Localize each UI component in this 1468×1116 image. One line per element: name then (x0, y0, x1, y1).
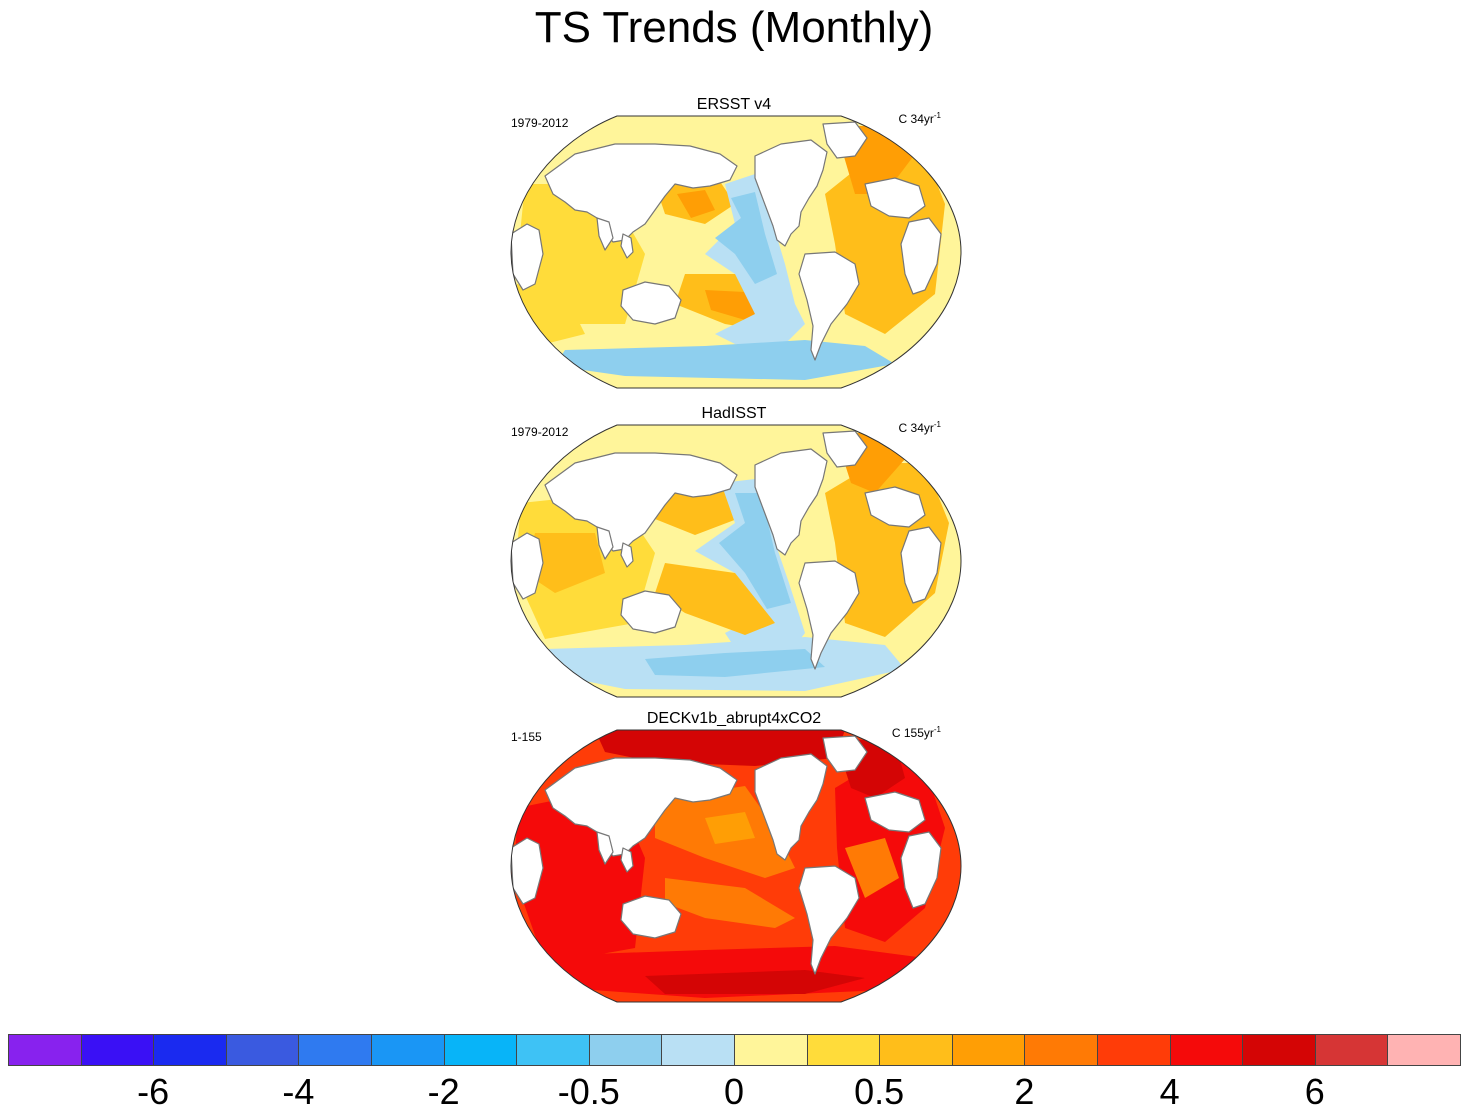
land-mass (754, 448, 828, 556)
hadisst-trend-map (510, 424, 962, 698)
colorbar-swatch (806, 1034, 881, 1066)
panel-title: ERSST v4 (696, 96, 772, 113)
map-panel-hadisst: HadISST 1979-2012 C 34yr-1 (505, 405, 963, 701)
land-mass (620, 281, 682, 325)
panel-units: C 34yr-1 (898, 111, 941, 127)
trend-contour (645, 649, 825, 677)
colorbar-swatch (734, 1034, 808, 1066)
panel-period: 1979-2012 (511, 425, 569, 439)
colorbar-swatch (588, 1034, 663, 1066)
map-panel-abrupt4xco2: DECKv1b_abrupt4xCO2 1-155 C 155yr-1 (505, 710, 963, 1010)
colorbar-swatch (80, 1034, 155, 1066)
trend-contour (655, 483, 737, 535)
colorbar-tick-label: 4 (1159, 1071, 1180, 1112)
land-mass (620, 895, 682, 939)
colorbar (8, 1034, 1461, 1068)
trend-contour (665, 878, 795, 928)
colorbar-swatch (1242, 1034, 1316, 1066)
land-mass (596, 831, 614, 865)
land-mass (822, 121, 868, 159)
panel-title: DECKv1b_abrupt4xCO2 (646, 710, 822, 727)
land-mass (544, 757, 738, 857)
globe-outline (510, 729, 962, 1003)
globe-outline (510, 115, 962, 389)
land-mass (900, 831, 942, 909)
colorbar-swatch (443, 1034, 518, 1066)
trend-contour (555, 340, 895, 380)
land-mass (822, 430, 868, 468)
globe-outline (510, 424, 962, 698)
trend-contour (525, 533, 605, 593)
land-mass (864, 177, 926, 219)
trend-contour (677, 190, 715, 218)
colorbar-swatch (1314, 1034, 1389, 1066)
colorbar-swatch (371, 1034, 445, 1066)
colorbar-swatch (879, 1034, 953, 1066)
trend-contour (645, 970, 865, 994)
colorbar-swatch (661, 1034, 735, 1066)
land-mass (544, 143, 738, 243)
land-mass (900, 526, 942, 604)
colorbar-swatch (225, 1034, 300, 1066)
land-mass (620, 542, 634, 568)
trend-contour (845, 838, 899, 898)
land-mass (798, 560, 860, 670)
panel-title: HadISST (701, 405, 767, 422)
colorbar-swatch (951, 1034, 1026, 1066)
colorbar-tick-label: -4 (282, 1071, 315, 1112)
panel-period: 1-155 (511, 730, 542, 744)
land-mass (544, 452, 738, 552)
ersst-trend-map (510, 115, 962, 389)
land-mass (511, 532, 544, 600)
colorbar-tick-label: 6 (1304, 1071, 1325, 1112)
land-mass (798, 865, 860, 975)
colorbar-tick-label: -2 (427, 1071, 460, 1112)
colorbar-tick-label: 0.5 (854, 1071, 905, 1112)
colorbar-swatch (1387, 1034, 1461, 1066)
land-mass (822, 735, 868, 773)
land-mass (620, 590, 682, 634)
land-mass (900, 217, 942, 295)
colorbar-swatch (298, 1034, 372, 1066)
colorbar-swatch (1169, 1034, 1244, 1066)
land-mass (754, 139, 828, 247)
colorbar-tick-label: 2 (1014, 1071, 1035, 1112)
panel-units: C 155yr-1 (891, 725, 941, 741)
colorbar-tick-label: 0 (723, 1071, 745, 1112)
land-mass (596, 217, 614, 251)
figure-title: TS Trends (Monthly) (534, 3, 934, 52)
colorbar-swatch (1097, 1034, 1171, 1066)
colorbar-swatch (516, 1034, 590, 1066)
colorbar-swatch (153, 1034, 227, 1066)
abrupt4xco2-trend-map (510, 729, 962, 1003)
land-mass (798, 251, 860, 361)
colorbar-swatch (8, 1034, 82, 1066)
trend-contour (595, 730, 845, 766)
trend-contour (715, 192, 777, 284)
land-mass (511, 223, 544, 291)
map-panel-ersst: ERSST v4 1979-2012 C 34yr-1 (505, 96, 963, 392)
land-mass (511, 837, 544, 905)
land-mass (864, 486, 926, 528)
colorbar-swatch (1024, 1034, 1098, 1066)
land-mass (864, 791, 926, 833)
colorbar-tick-label: -6 (137, 1071, 170, 1112)
colorbar-tick-label: -0.5 (557, 1071, 620, 1112)
land-mass (620, 847, 634, 873)
trend-contour (705, 812, 755, 844)
trend-contour (655, 563, 775, 635)
trend-contour (719, 493, 791, 609)
panel-units: C 34yr-1 (898, 420, 941, 436)
panel-period: 1979-2012 (511, 116, 569, 130)
land-mass (596, 526, 614, 560)
land-mass (754, 753, 828, 861)
land-mass (620, 233, 634, 259)
